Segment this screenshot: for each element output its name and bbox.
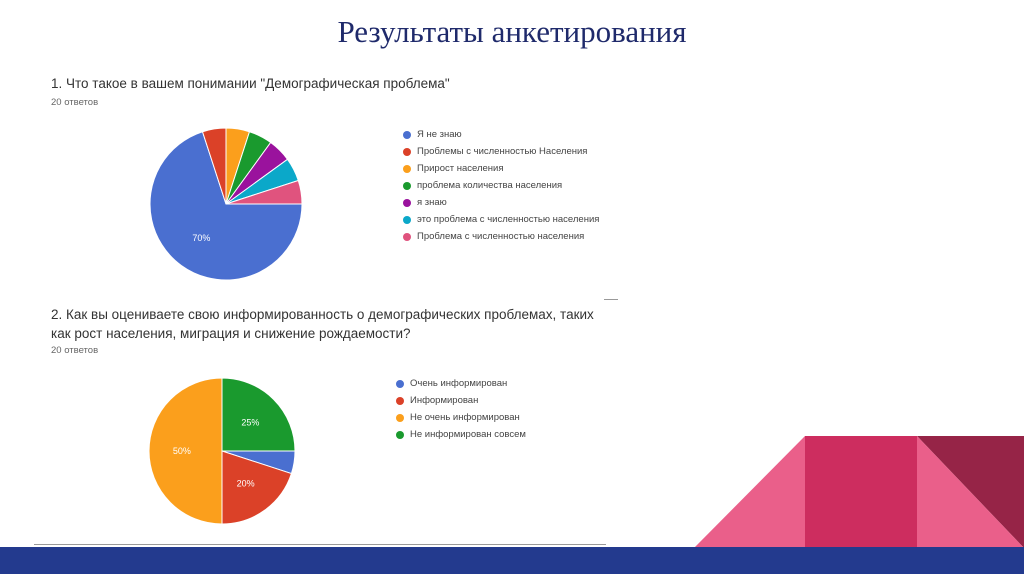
legend-item-1-1: Я не знаю — [403, 128, 602, 141]
legend-swatch-icon — [396, 396, 404, 405]
pie-data-label-2-2: 20% — [237, 478, 255, 488]
legend-item-2-3: Не очень информирован — [396, 411, 595, 424]
pie-slice-2-3 — [148, 377, 223, 525]
divider-dash — [604, 299, 618, 300]
legend-label: Не очень информирован — [410, 412, 520, 423]
question-1-title: 1. Что такое в вашем понимании "Демограф… — [51, 76, 450, 91]
legend-swatch-icon — [403, 198, 411, 207]
legend-item-1-6: это проблема с численностью населения — [403, 213, 602, 226]
pie-chart-2: 20% 50% 25% — [148, 377, 296, 525]
pie-slice-1-1 — [149, 131, 303, 281]
legend-swatch-icon — [396, 430, 404, 439]
legend-item-1-2: Проблемы с численностью Населения — [403, 145, 602, 158]
legend-swatch-icon — [396, 413, 404, 422]
deco-pink-left — [694, 436, 805, 548]
pie-chart-1: 70% — [149, 127, 303, 281]
pie-slice-2-4 — [221, 377, 296, 452]
deco-pink-right — [917, 436, 1024, 548]
legend-item-1-4: проблема количества населения — [403, 179, 602, 192]
slide-title: Результаты анкетирования — [337, 14, 687, 49]
question-1-answer-count: 20 ответов — [51, 97, 99, 108]
legend-label: Очень информирован — [410, 378, 508, 389]
legend-label: Проблемы с численностью Населения — [417, 146, 588, 157]
deco-crimson — [805, 436, 917, 548]
legend-swatch-icon — [403, 130, 411, 139]
legend-swatch-icon — [403, 215, 411, 224]
legend-swatch-icon — [403, 147, 411, 156]
legend-label: Прирост населения — [417, 163, 504, 174]
bottom-rule — [34, 544, 606, 545]
pie-data-label-2-3: 50% — [173, 446, 191, 456]
legend-item-1-7: Проблема с численностью населения — [403, 230, 602, 243]
legend-swatch-icon — [396, 379, 404, 388]
legend-swatch-icon — [403, 181, 411, 190]
pie-slice-2-2 — [221, 450, 293, 525]
legend-item-2-4: Не информирован совсем — [396, 428, 595, 441]
bottom-band — [0, 547, 1024, 574]
pie-data-label-2-4: 25% — [241, 418, 259, 428]
legend-swatch-icon — [403, 232, 411, 241]
legend-item-2-2: Информирован — [396, 394, 595, 407]
legend-label: Проблема с численностью населения — [417, 231, 585, 242]
legend-1: Я не знаю Проблемы с численностью Населен… — [403, 128, 602, 247]
legend-swatch-icon — [403, 164, 411, 173]
legend-2: Очень информирован Информирован Не очень и… — [396, 377, 595, 445]
pie-data-label-1-1: 70% — [192, 233, 210, 243]
legend-label: это проблема с численностью населения — [417, 214, 600, 225]
legend-label: Информирован — [410, 395, 479, 406]
pie-slice-1-7 — [225, 179, 303, 205]
legend-label: Не информирован совсем — [410, 429, 526, 440]
question-2-title: 2. Как вы оцениваете свою информированно… — [51, 307, 594, 341]
legend-item-2-1: Очень информирован — [396, 377, 595, 390]
legend-item-1-5: я знаю — [403, 196, 602, 209]
legend-label: я знаю — [417, 197, 447, 208]
legend-item-1-3: Прирост населения — [403, 162, 602, 175]
legend-label: Я не знаю — [417, 129, 462, 140]
legend-label: проблема количества населения — [417, 180, 563, 191]
question-2-answer-count: 20 ответов — [51, 345, 99, 356]
